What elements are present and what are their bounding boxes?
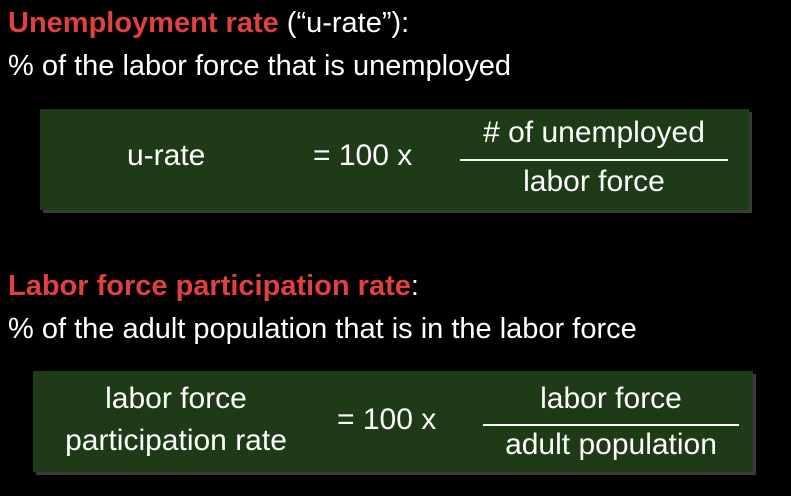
- unemployment-fraction-bar: [460, 159, 728, 161]
- participation-formula-numerator: labor force: [540, 382, 682, 415]
- participation-heading-rest: :: [410, 270, 419, 302]
- participation-formula-box: labor force participation rate = 100 x l…: [33, 371, 753, 472]
- unemployment-description: % of the labor force that is unemployed: [8, 50, 511, 82]
- participation-formula-lhs-line2: participation rate: [65, 424, 287, 457]
- participation-formula-denominator: adult population: [505, 428, 717, 461]
- unemployment-heading: Unemployment rate (“u-rate”):: [8, 6, 409, 40]
- participation-heading: Labor force participation rate:: [8, 269, 419, 303]
- unemployment-heading-accent: Unemployment rate: [8, 7, 279, 39]
- participation-fraction-bar: [483, 424, 739, 426]
- unemployment-heading-rest: (“u-rate”):: [278, 7, 410, 39]
- unemployment-formula-numerator: # of unemployed: [483, 116, 705, 149]
- unemployment-formula-box: u-rate = 100 x # of unemployed labor for…: [40, 109, 749, 210]
- unemployment-formula-denominator: labor force: [523, 165, 665, 198]
- participation-description: % of the adult population that is in the…: [8, 313, 637, 345]
- participation-formula-lhs-line1: labor force: [105, 382, 247, 415]
- unemployment-formula-lhs: u-rate: [127, 139, 206, 172]
- participation-heading-accent: Labor force participation rate: [8, 270, 411, 302]
- participation-formula-equals: = 100 x: [337, 403, 437, 436]
- unemployment-formula-equals: = 100 x: [313, 139, 413, 172]
